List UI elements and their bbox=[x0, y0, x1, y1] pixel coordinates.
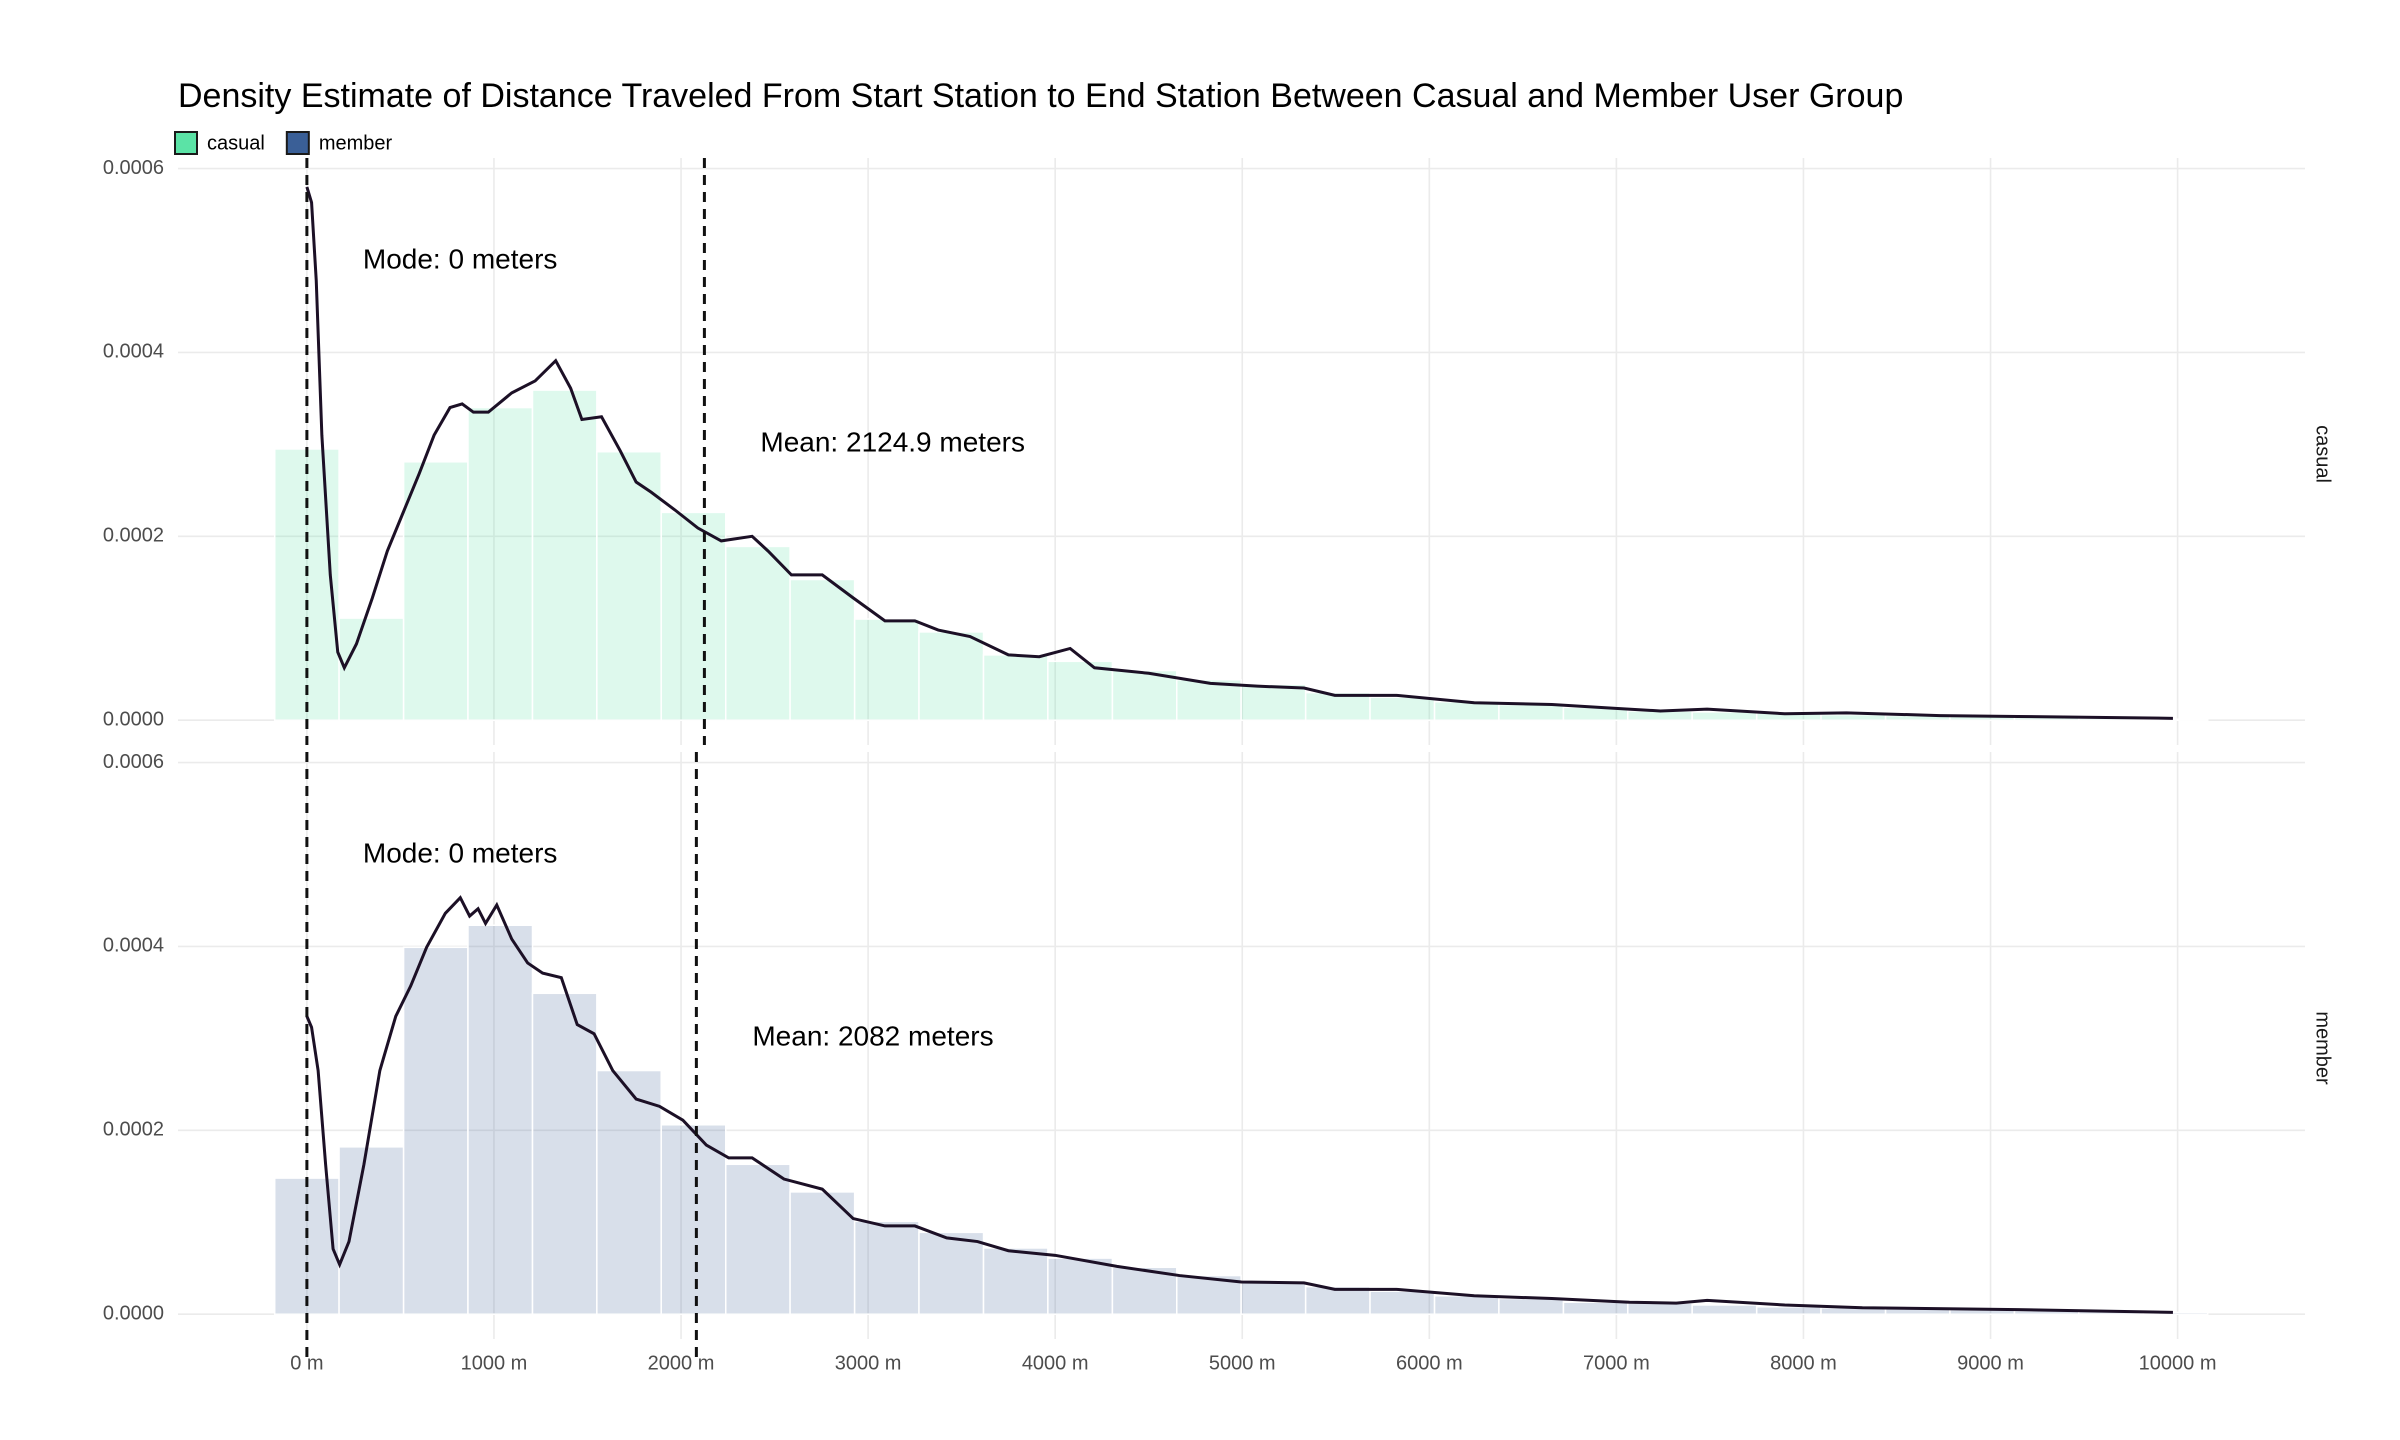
x-tick-label: 7000 m bbox=[1583, 1352, 1650, 1374]
bar bbox=[1047, 660, 1114, 721]
bar bbox=[1820, 713, 1887, 721]
density-line bbox=[305, 895, 2173, 1314]
x-tick-label: 9000 m bbox=[1957, 1352, 2024, 1374]
x-tick-label: 1000 m bbox=[461, 1352, 528, 1374]
bar bbox=[918, 631, 985, 721]
facet-label: member bbox=[2312, 1011, 2334, 1085]
bar bbox=[467, 406, 534, 721]
y-tick-label: 0.0006 bbox=[103, 157, 164, 179]
bar bbox=[982, 654, 1049, 721]
bar bbox=[467, 924, 534, 1315]
bar bbox=[402, 946, 469, 1315]
y-tick-label: 0.0004 bbox=[103, 935, 164, 957]
bar bbox=[1369, 696, 1436, 721]
bar bbox=[338, 617, 405, 721]
bar bbox=[596, 450, 662, 721]
bar bbox=[1369, 1290, 1436, 1315]
bar bbox=[1240, 1281, 1307, 1315]
legend-label: casual bbox=[207, 132, 265, 154]
bar bbox=[596, 1069, 662, 1315]
y-tick-label: 0.0002 bbox=[103, 525, 164, 547]
bar bbox=[853, 618, 920, 721]
bar bbox=[1111, 1266, 1178, 1315]
bar bbox=[660, 1124, 727, 1315]
x-tick-label: 4000 m bbox=[1022, 1352, 1089, 1374]
x-tick-label: 3000 m bbox=[835, 1352, 902, 1374]
bar bbox=[1304, 691, 1371, 721]
bar bbox=[853, 1220, 920, 1315]
bar bbox=[1498, 703, 1565, 721]
density-line bbox=[305, 186, 2173, 720]
bar bbox=[789, 578, 856, 721]
bar bbox=[402, 461, 469, 721]
bar bbox=[1047, 1257, 1114, 1315]
annotation: Mean: 2124.9 meters bbox=[760, 426, 1025, 457]
bar bbox=[1691, 1304, 1758, 1315]
legend-label: member bbox=[319, 132, 393, 154]
bar bbox=[918, 1231, 985, 1315]
chart-title: Density Estimate of Distance Traveled Fr… bbox=[178, 77, 1903, 115]
x-tick-label: 8000 m bbox=[1770, 1352, 1837, 1374]
bar bbox=[1755, 1306, 1822, 1315]
y-tick-label: 0.0006 bbox=[103, 751, 164, 773]
x-tick-label: 6000 m bbox=[1396, 1352, 1463, 1374]
bar bbox=[789, 1191, 856, 1315]
annotation: Mode: 0 meters bbox=[363, 837, 558, 868]
y-tick-label: 0.0000 bbox=[103, 708, 164, 730]
bar bbox=[1240, 683, 1307, 721]
bar bbox=[338, 1146, 405, 1315]
annotation: Mode: 0 meters bbox=[363, 243, 558, 274]
bar bbox=[724, 545, 791, 721]
bar bbox=[1433, 1295, 1500, 1315]
bar bbox=[1627, 1302, 1693, 1315]
bar bbox=[1691, 711, 1758, 721]
y-tick-label: 0.0004 bbox=[103, 341, 164, 363]
bar bbox=[660, 511, 727, 721]
bar bbox=[531, 992, 598, 1315]
legend-swatch bbox=[285, 131, 310, 155]
bar bbox=[1498, 1297, 1565, 1315]
bar bbox=[1111, 669, 1178, 721]
y-tick-label: 0.0000 bbox=[103, 1302, 164, 1324]
y-tick-label: 0.0002 bbox=[103, 1119, 164, 1141]
bar bbox=[982, 1247, 1049, 1315]
bar bbox=[724, 1163, 791, 1315]
x-tick-label: 10000 m bbox=[2139, 1352, 2217, 1374]
legend-swatch bbox=[174, 131, 198, 155]
facet-label: casual bbox=[2312, 425, 2334, 483]
bar bbox=[1562, 1301, 1629, 1315]
bar bbox=[2142, 718, 2209, 721]
bar bbox=[531, 389, 598, 721]
x-tick-label: 0 m bbox=[290, 1352, 323, 1374]
x-tick-label: 2000 m bbox=[648, 1352, 715, 1374]
annotation: Mean: 2082 meters bbox=[752, 1020, 993, 1051]
x-tick-label: 5000 m bbox=[1209, 1352, 1276, 1374]
